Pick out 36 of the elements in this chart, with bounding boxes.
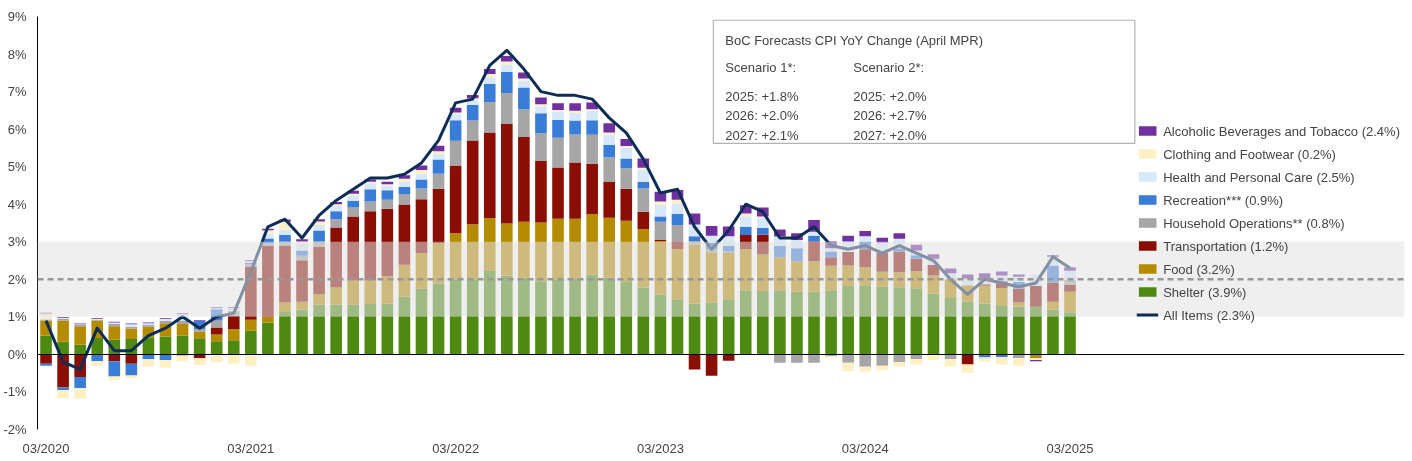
legend-label: Clothing and Footwear (0.2%): [1163, 146, 1336, 161]
y-tick-label: 3%: [7, 234, 27, 250]
x-tick-label: 03/2024: [841, 440, 889, 456]
annotation: 2026: +2.7%: [853, 108, 928, 124]
legend-label: Alcoholic Beverages and Tobacco (2.4%): [1163, 123, 1400, 138]
annotation: 2027: +2.0%: [853, 128, 928, 144]
annotation: 2026: +2.0%: [725, 108, 800, 124]
annotation: 2025: +2.0%: [853, 88, 928, 104]
y-tick-label: 5%: [7, 159, 27, 175]
annotation: BoC Forecasts CPI YoY Change (April MPR): [725, 32, 983, 48]
x-tick-label: 03/2021: [227, 440, 275, 456]
x-tick-label: 03/2022: [432, 440, 480, 456]
legend-label: Transportation (1.2%): [1163, 238, 1289, 253]
x-tick-label: 03/2020: [22, 440, 70, 456]
y-tick-label: -1%: [3, 384, 27, 400]
legend-label: Health and Personal Care (2.5%): [1163, 169, 1355, 184]
y-tick-label: 9%: [7, 9, 27, 24]
annotation: 2025: +1.8%: [725, 88, 800, 104]
legend-label: All Items (2.3%): [1163, 307, 1255, 322]
y-tick-label: -2%: [3, 422, 27, 437]
annotation: 2027: +2.1%: [725, 128, 800, 144]
legend-label: Household Operations** (0.8%): [1163, 215, 1345, 230]
legend-label: Shelter (3.9%): [1163, 284, 1247, 299]
y-tick-label: 2%: [7, 271, 27, 287]
y-tick-label: 8%: [7, 46, 27, 62]
y-tick-label: 4%: [7, 196, 27, 212]
annotation: Scenario 2*:: [853, 60, 925, 76]
y-tick-label: 6%: [7, 121, 27, 137]
legend-label: Recreation*** (0.9%): [1163, 192, 1284, 207]
y-tick-label: 7%: [7, 84, 27, 100]
x-tick-label: 03/2023: [636, 440, 684, 456]
annotation: Scenario 1*:: [725, 60, 797, 76]
y-tick-label: 1%: [7, 309, 27, 325]
legend-label: Food (3.2%): [1163, 261, 1235, 276]
y-tick-label: 0%: [7, 346, 27, 362]
x-tick-label: 03/2025: [1046, 440, 1094, 456]
